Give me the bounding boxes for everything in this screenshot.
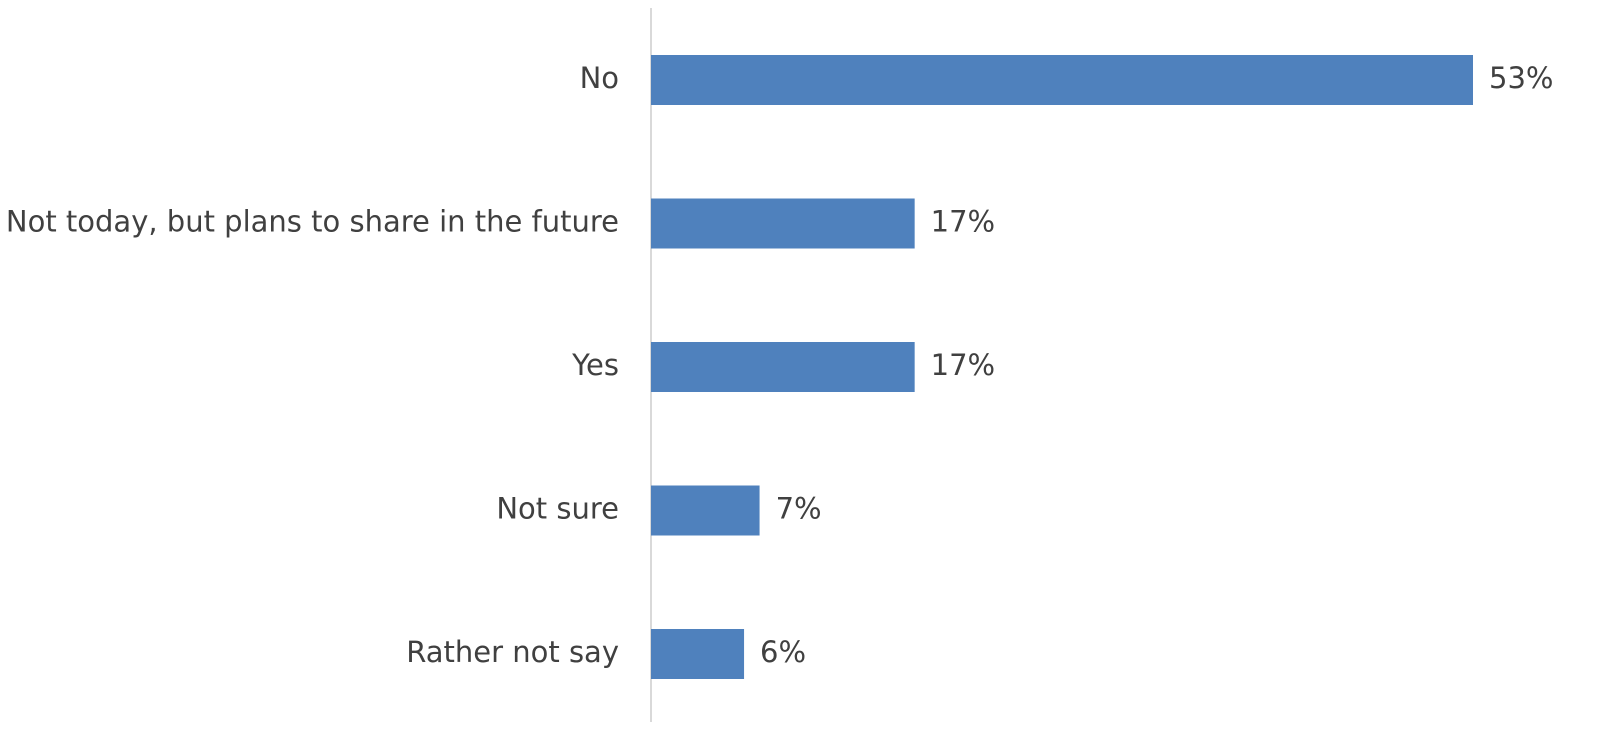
data-label-4: 6% bbox=[760, 635, 806, 669]
data-label-2: 17% bbox=[931, 348, 995, 382]
category-label-3: Not sure bbox=[496, 492, 619, 526]
bar-0 bbox=[651, 55, 1473, 105]
labels-layer: No 53% Not today, but plans to share in th… bbox=[6, 61, 1554, 669]
bar-1 bbox=[651, 198, 915, 249]
bar-3 bbox=[651, 485, 760, 536]
category-label-0: No bbox=[580, 61, 619, 95]
data-label-0: 53% bbox=[1489, 61, 1553, 95]
category-label-4: Rather not say bbox=[406, 635, 619, 669]
category-label-2: Yes bbox=[571, 348, 619, 382]
category-label-1: Not today, but plans to share in the fut… bbox=[6, 205, 619, 239]
bars-layer bbox=[651, 55, 1473, 679]
bar-4 bbox=[651, 629, 745, 679]
bar-2 bbox=[651, 342, 915, 392]
data-label-1: 17% bbox=[931, 205, 995, 239]
data-label-3: 7% bbox=[776, 492, 822, 526]
